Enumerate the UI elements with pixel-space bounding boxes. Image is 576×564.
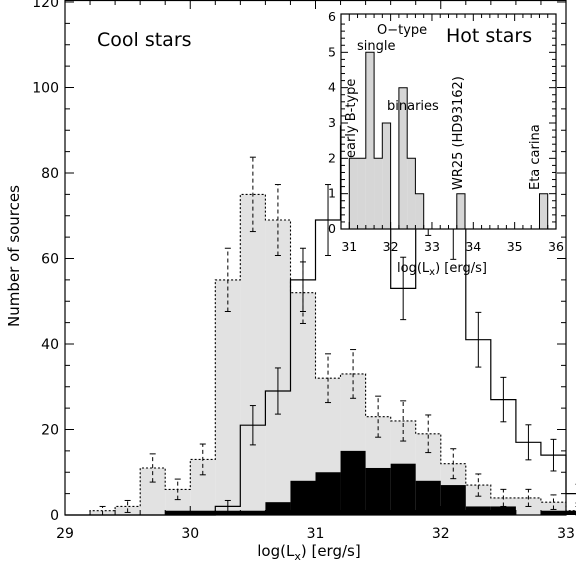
main-y-tick-label: 20 (41, 423, 59, 439)
inset-y-tick-labels: 0 1 2 3 4 5 6 (328, 9, 336, 236)
solid-outline-series (65, 69, 576, 516)
inset-y-tick-label: 5 (328, 44, 336, 59)
annotation-o-type-single: O−type single (357, 23, 431, 54)
hot-stars-label: Hot stars (446, 25, 532, 47)
inset-x-tick-label: 35 (507, 239, 523, 254)
inset-y-tick-label: 3 (328, 115, 336, 130)
inset-bar (407, 158, 416, 229)
black-bar (290, 480, 316, 515)
black-bar (265, 502, 291, 515)
main-y-tick-labels: 0 20 40 60 80 100 120 (32, 0, 59, 524)
inset-x-axis-label: log(Lx) [erg/s] (397, 261, 487, 278)
dashed-error-bars (99, 156, 576, 516)
cool-stars-label: Cool stars (97, 29, 192, 51)
inset-y-tick-label: 4 (328, 80, 336, 95)
inset-x-tick-label: 32 (383, 239, 399, 254)
inset-y-tick-label: 6 (328, 9, 336, 24)
black-bar (365, 467, 391, 515)
black-bar (440, 485, 466, 515)
black-bar (465, 506, 491, 515)
main-y-tick-label: 120 (32, 0, 59, 11)
main-y-axis-label: Number of sources (5, 185, 23, 327)
solid-step-line (65, 69, 576, 516)
inset-x-tick-labels: 31 32 33 34 35 36 (341, 239, 564, 254)
inset-x-tick-label: 36 (548, 239, 564, 254)
main-y-tick-label: 80 (41, 166, 59, 182)
gray-bar (240, 194, 266, 515)
main-x-tick-label: 30 (181, 526, 199, 542)
inset-y-tick-label: 2 (328, 150, 336, 165)
black-bar (566, 510, 576, 515)
inset-bar (357, 158, 366, 229)
black-filled-series (165, 450, 576, 515)
black-bar (240, 510, 266, 515)
black-bar (340, 450, 366, 515)
inset-y-tick-label: 0 (328, 221, 336, 236)
inset-bar (539, 193, 548, 229)
inset-bar (382, 123, 391, 229)
black-bar (490, 506, 516, 515)
gray-bar (215, 279, 241, 515)
gray-bar (290, 292, 316, 515)
main-y-tick-label: 0 (50, 508, 59, 524)
gray-bar (140, 467, 166, 515)
inset-bar (456, 193, 466, 229)
annotation-early-b-type: early B-type (344, 79, 359, 158)
black-bar (540, 510, 566, 515)
main-x-tick-label: 33 (557, 526, 575, 542)
inset-x-tick-label: 31 (341, 239, 357, 254)
inset-x-tick-label: 33 (424, 239, 440, 254)
main-y-tick-label: 40 (41, 337, 59, 353)
dotted-outline-series (65, 193, 576, 516)
black-bar (190, 510, 216, 515)
main-x-tick-label: 31 (307, 526, 325, 542)
black-bar (415, 480, 441, 515)
inset-bar (374, 158, 383, 229)
inset-y-tick-label: 1 (328, 186, 336, 201)
inset-axes (340, 13, 557, 230)
main-x-tick-label: 29 (56, 526, 74, 542)
annotation-wr25: WR25 (HD93162) (451, 76, 466, 190)
inset-bar (349, 158, 358, 229)
main-y-tick-label: 100 (32, 81, 59, 97)
inset-bar (415, 193, 424, 229)
inset-bar (365, 52, 375, 230)
annotation-binaries: binaries (387, 99, 439, 114)
inset-bar (398, 87, 408, 230)
inset-x-tick-label: 34 (465, 239, 481, 254)
main-x-tick-labels: 29 30 31 32 33 (56, 526, 575, 542)
main-x-axis-label: log(Lx) [erg/s] (257, 542, 360, 563)
black-bar (390, 463, 416, 515)
black-bar (315, 472, 341, 515)
dotted-step-line (65, 193, 576, 516)
gray-filled-series (90, 194, 576, 515)
black-bar (165, 510, 191, 515)
annotation-eta-carina: Eta carina (528, 124, 543, 190)
main-axes (64, 0, 567, 516)
main-x-tick-label: 32 (432, 526, 450, 542)
main-y-tick-label: 60 (41, 252, 59, 268)
gray-bar (190, 459, 216, 515)
